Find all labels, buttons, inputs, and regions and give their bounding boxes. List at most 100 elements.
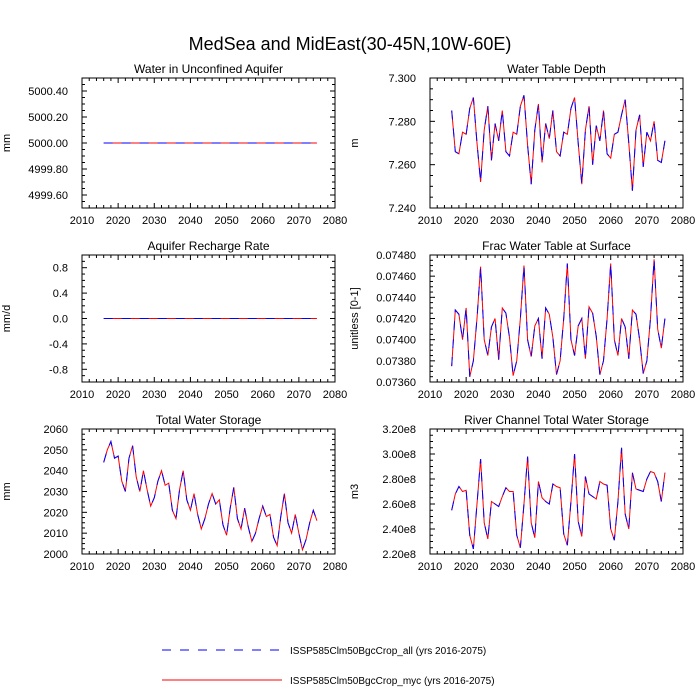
river-channel-total-water-storage-ytick-label: 3.00e8: [382, 449, 416, 461]
frac-water-table-at-surface-ytick-label: 0.07360: [376, 377, 416, 389]
frac-water-table-at-surface-xtick-label: 2010: [418, 389, 442, 401]
panel-water-table-depth: Water Table Depth 2010 2020 2030 2040 2050 206…: [349, 62, 695, 227]
aquifer-recharge-rate-ytick-label: 0.4: [53, 288, 68, 300]
total-water-storage-xtick-label: 2040: [178, 561, 202, 573]
river-channel-total-water-storage-series-myc-line: [451, 447, 666, 550]
river-channel-total-water-storage-xtick-label: 2080: [671, 561, 695, 573]
total-water-storage-series-myc-line: [103, 439, 318, 552]
total-water-storage-series-all-line: [103, 439, 318, 552]
panel-aquifer-recharge-rate: Aquifer Recharge Rate 2010 2020 2030 2040 205…: [1, 239, 347, 401]
panel-frac-water-table-at-surface: Frac Water Table at Surface 2010 2020 2030 2…: [349, 239, 695, 401]
river-channel-total-water-storage-xtick-label: 2060: [598, 561, 622, 573]
river-channel-total-water-storage-ytick-label: 3.20e8: [382, 424, 416, 436]
river-channel-total-water-storage-xtick-label: 2010: [418, 561, 442, 573]
aquifer-recharge-rate-xtick-label: 2020: [106, 389, 130, 401]
river-channel-total-water-storage-xtick-label: 2030: [490, 561, 514, 573]
total-water-storage-ytick-label: 2050: [44, 445, 68, 457]
frac-water-table-at-surface-ytick-label: 0.07440: [376, 292, 416, 304]
frac-water-table-at-surface-xtick-label: 2030: [490, 389, 514, 401]
water-table-depth-xtick-label: 2060: [598, 215, 622, 227]
water-in-unconfined-aquifer-xtick-label: 2030: [142, 215, 166, 227]
frac-water-table-at-surface-xtick-label: 2070: [635, 389, 659, 401]
total-water-storage-xtick-label: 2020: [106, 561, 130, 573]
legend: ISSP585Clm50BgcCrop_all (yrs 2016-2075) …: [162, 646, 495, 687]
river-channel-total-water-storage-title: River Channel Total Water Storage: [464, 413, 649, 427]
water-table-depth-xtick-label: 2030: [490, 215, 514, 227]
water-in-unconfined-aquifer-xtick-label: 2020: [106, 215, 130, 227]
frac-water-table-at-surface-ytick-label: 0.07420: [376, 314, 416, 326]
water-table-depth-ytick-label: 7.280: [388, 116, 416, 128]
water-table-depth-ylabel: m: [349, 138, 361, 147]
frac-water-table-at-surface-xtick-label: 2020: [454, 389, 478, 401]
water-table-depth-xtick-label: 2010: [418, 215, 442, 227]
aquifer-recharge-rate-xtick-label: 2070: [287, 389, 311, 401]
aquifer-recharge-rate-ytick-label: 0.0: [53, 314, 68, 326]
frac-water-table-at-surface-ytick-label: 0.07380: [376, 356, 416, 368]
total-water-storage-xtick-label: 2080: [323, 561, 347, 573]
total-water-storage-ytick-label: 2040: [44, 466, 68, 478]
total-water-storage-xtick-label: 2010: [70, 561, 94, 573]
total-water-storage-ytick-label: 2000: [44, 549, 68, 561]
water-table-depth-ytick-label: 7.260: [388, 160, 416, 172]
total-water-storage-xtick-label: 2050: [214, 561, 238, 573]
river-channel-total-water-storage-plot-frame: [429, 428, 684, 555]
frac-water-table-at-surface-xtick-label: 2060: [598, 389, 622, 401]
total-water-storage-xtick-label: 2060: [250, 561, 274, 573]
frac-water-table-at-surface-series-myc-line: [451, 259, 666, 377]
water-table-depth-ytick-label: 7.300: [388, 73, 416, 85]
total-water-storage-title: Total Water Storage: [156, 413, 262, 427]
aquifer-recharge-rate-xtick-label: 2030: [142, 389, 166, 401]
aquifer-recharge-rate-ytick-label: -0.4: [49, 339, 68, 351]
panel-water-in-unconfined-aquifer: Water in Unconfined Aquifer 2010 2020 2030 2…: [1, 62, 347, 227]
water-in-unconfined-aquifer-xtick-label: 2070: [287, 215, 311, 227]
total-water-storage-xtick-label: 2070: [287, 561, 311, 573]
frac-water-table-at-surface-ytick-label: 0.07480: [376, 250, 416, 262]
total-water-storage-xtick-label: 2030: [142, 561, 166, 573]
water-table-depth-series-myc-line: [451, 95, 666, 191]
frac-water-table-at-surface-ytick-label: 0.07400: [376, 335, 416, 347]
total-water-storage-ytick-label: 2010: [44, 528, 68, 540]
aquifer-recharge-rate-xtick-label: 2050: [214, 389, 238, 401]
river-channel-total-water-storage-ylabel: m3: [349, 484, 361, 499]
frac-water-table-at-surface-series-all-line: [451, 259, 666, 377]
river-channel-total-water-storage-xtick-label: 2050: [562, 561, 586, 573]
aquifer-recharge-rate-ytick-label: 0.8: [53, 263, 68, 275]
river-channel-total-water-storage-ytick-label: 2.80e8: [382, 474, 416, 486]
water-table-depth-plot-frame: [429, 77, 684, 209]
water-in-unconfined-aquifer-xtick-label: 2040: [178, 215, 202, 227]
water-table-depth-title: Water Table Depth: [507, 62, 606, 76]
water-in-unconfined-aquifer-ytick-label: 5000.00: [28, 138, 68, 150]
water-table-depth-xtick-label: 2070: [635, 215, 659, 227]
aquifer-recharge-rate-xtick-label: 2060: [250, 389, 274, 401]
total-water-storage-ytick-label: 2030: [44, 487, 68, 499]
total-water-storage-ytick-label: 2020: [44, 507, 68, 519]
water-table-depth-xtick-label: 2040: [526, 215, 550, 227]
total-water-storage-ylabel: mm: [1, 482, 13, 500]
water-in-unconfined-aquifer-ytick-label: 4999.60: [28, 190, 68, 202]
water-in-unconfined-aquifer-title: Water in Unconfined Aquifer: [134, 62, 283, 76]
water-in-unconfined-aquifer-xtick-label: 2010: [70, 215, 94, 227]
water-in-unconfined-aquifer-xtick-label: 2050: [214, 215, 238, 227]
legend-label-all: ISSP585Clm50BgcCrop_all (yrs 2016-2075): [290, 646, 486, 657]
frac-water-table-at-surface-title: Frac Water Table at Surface: [482, 239, 631, 253]
river-channel-total-water-storage-xtick-label: 2070: [635, 561, 659, 573]
river-channel-total-water-storage-xtick-label: 2040: [526, 561, 550, 573]
frac-water-table-at-surface-xtick-label: 2040: [526, 389, 550, 401]
panel-total-water-storage: Total Water Storage 2010 2020 2030 2040 2050 2…: [1, 413, 347, 573]
frac-water-table-at-surface-ytick-label: 0.07460: [376, 271, 416, 283]
water-in-unconfined-aquifer-xtick-label: 2080: [323, 215, 347, 227]
aquifer-recharge-rate-ylabel: mm/d: [1, 305, 13, 333]
water-in-unconfined-aquifer-ytick-label: 5000.40: [28, 86, 68, 98]
frac-water-table-at-surface-plot-frame: [429, 254, 684, 383]
aquifer-recharge-rate-title: Aquifer Recharge Rate: [147, 239, 269, 253]
water-in-unconfined-aquifer-xtick-label: 2060: [250, 215, 274, 227]
figure-title: MedSea and MidEast(30-45N,10W-60E): [189, 34, 512, 54]
river-channel-total-water-storage-series-all-line: [451, 447, 666, 550]
total-water-storage-ytick-label: 2060: [44, 424, 68, 436]
river-channel-total-water-storage-ytick-label: 2.60e8: [382, 499, 416, 511]
water-in-unconfined-aquifer-ytick-label: 4999.80: [28, 164, 68, 176]
total-water-storage-plot-frame: [81, 428, 336, 555]
water-table-depth-xtick-label: 2050: [562, 215, 586, 227]
aquifer-recharge-rate-ytick-label: -0.8: [49, 364, 68, 376]
